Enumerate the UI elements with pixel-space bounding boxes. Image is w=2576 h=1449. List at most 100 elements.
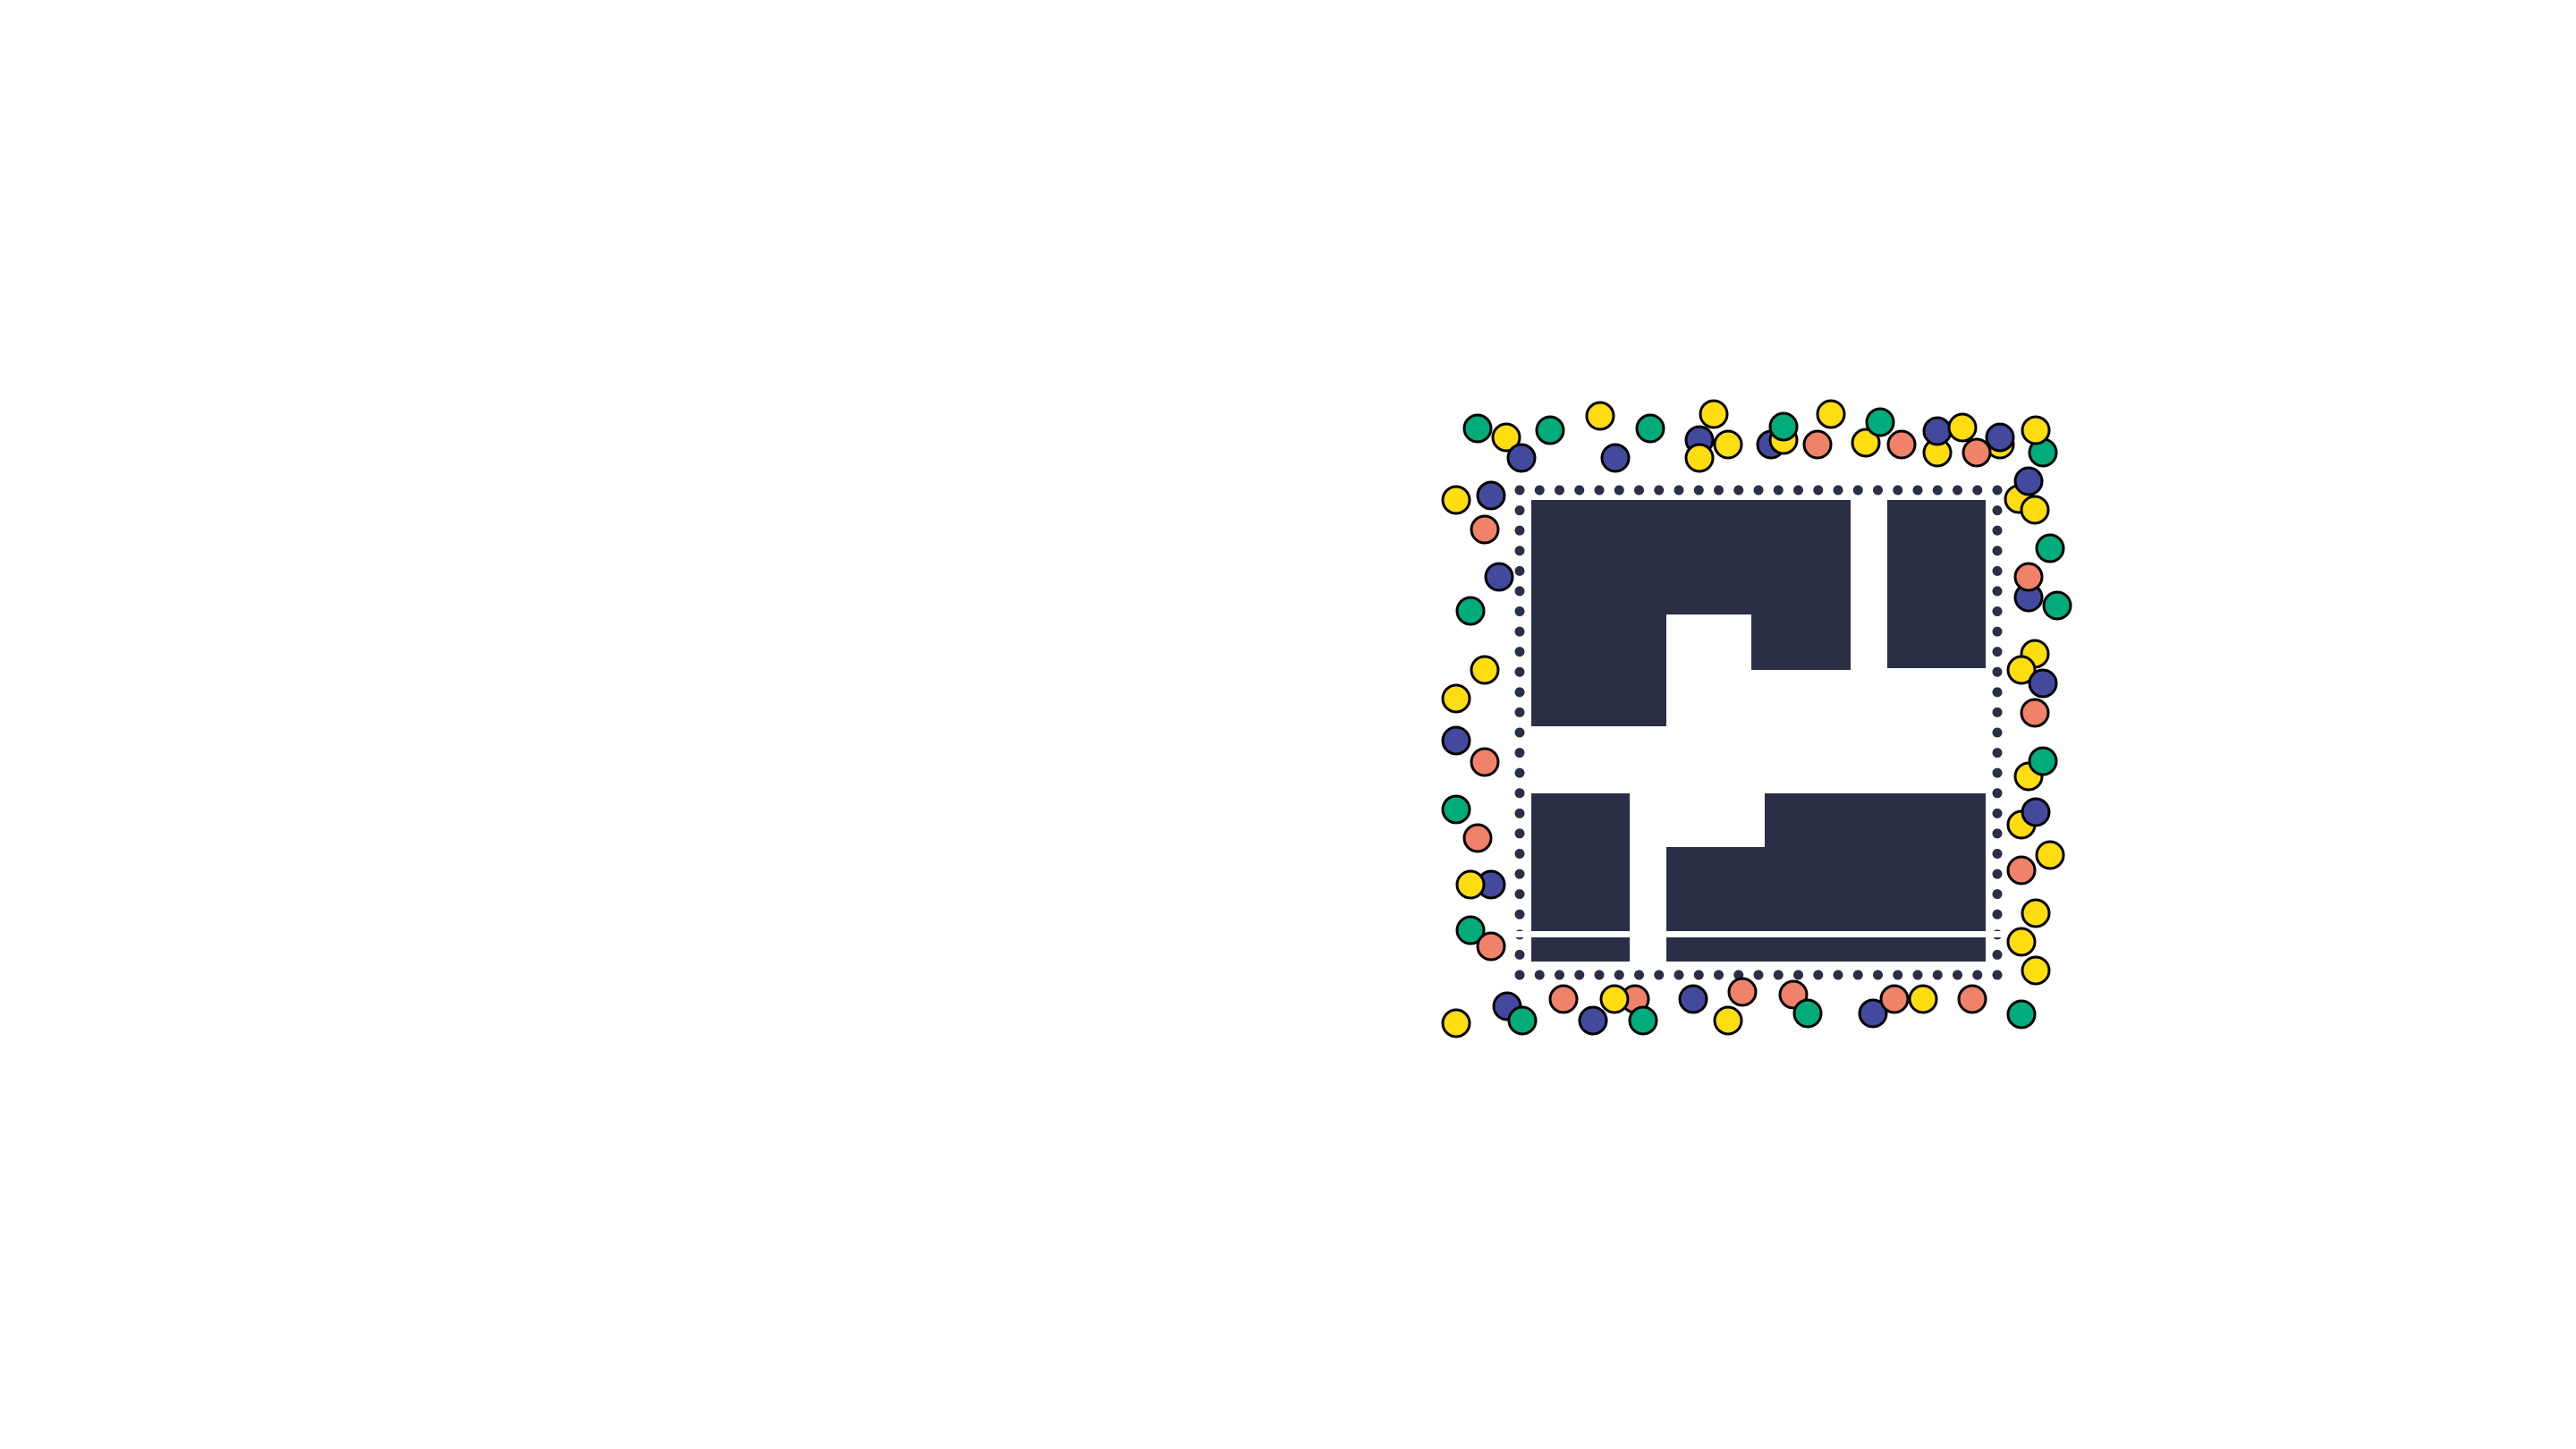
person-dot-blue <box>1922 416 1953 446</box>
border-dot <box>1873 970 1883 980</box>
border-dot <box>1514 647 1525 657</box>
border-dot <box>1594 970 1605 980</box>
person-dot-yellow <box>1441 683 1471 714</box>
person-dot-yellow <box>1816 399 1846 429</box>
border-dot <box>1992 546 2003 556</box>
border-dot <box>1693 485 1704 496</box>
border-dot <box>1992 606 2003 616</box>
border-dot <box>1514 748 1525 758</box>
border-dot <box>1514 767 1525 778</box>
border-dot <box>1514 546 1525 556</box>
person-dot-yellow <box>2020 495 2050 525</box>
border-dot <box>1833 485 1843 496</box>
border-dot <box>1634 485 1644 496</box>
border-dot <box>1514 565 1525 576</box>
block-bottom-right <box>1666 793 1986 962</box>
person-dot-salmon <box>1962 437 1992 468</box>
person-dot-yellow <box>1713 1005 1743 1036</box>
person-dot-green <box>1455 596 1486 626</box>
person-dot-green <box>1865 407 1895 437</box>
border-dot <box>1992 849 2003 859</box>
border-dot <box>1992 505 2003 516</box>
border-dot <box>1514 849 1525 859</box>
border-dot <box>1674 485 1684 496</box>
person-dot-green <box>1535 415 1565 445</box>
person-dot-yellow <box>2035 840 2065 870</box>
border-dot <box>1514 970 1525 980</box>
person-dot-green <box>1462 413 1493 444</box>
border-dot <box>1514 485 1525 496</box>
border-dot <box>1753 485 1764 496</box>
border-dot <box>1693 970 1704 980</box>
border-dot <box>1992 666 2003 677</box>
border-dot <box>1992 525 2003 536</box>
border-dot <box>1992 727 2003 738</box>
border-dot <box>1992 767 2003 778</box>
border-dot <box>1992 808 2003 818</box>
person-dot-green <box>1768 411 1799 442</box>
person-dot-salmon <box>1957 984 1987 1014</box>
border-dot <box>1634 970 1644 980</box>
person-dot-salmon <box>1548 984 1579 1014</box>
border-dot <box>1514 808 1525 818</box>
border-dot <box>1893 970 1903 980</box>
horizontal-gap-line <box>1457 931 2038 937</box>
border-dot <box>1514 505 1525 516</box>
border-dot <box>1773 485 1784 496</box>
person-dot-yellow <box>1947 412 1978 443</box>
border-dot <box>1714 485 1724 496</box>
block-top-left <box>1531 500 1851 726</box>
border-dot <box>1574 970 1585 980</box>
border-dot <box>1992 748 2003 758</box>
person-dot-blue <box>1985 422 2015 453</box>
person-dot-yellow <box>1470 655 1500 685</box>
person-dot-green <box>2042 590 2072 621</box>
border-dot <box>1992 949 2003 960</box>
border-dot <box>1912 970 1923 980</box>
border-dot <box>1514 707 1525 717</box>
person-dot-green <box>1792 998 1823 1029</box>
person-dot-yellow <box>2006 655 2037 685</box>
border-dot <box>1912 485 1923 496</box>
person-dot-green <box>1628 1005 1658 1036</box>
border-dot <box>1714 970 1724 980</box>
border-dot <box>1514 727 1525 738</box>
border-dot <box>1514 525 1525 536</box>
border-dot <box>1852 485 1863 496</box>
border-dot <box>1514 626 1525 637</box>
person-dot-yellow <box>1908 984 1938 1014</box>
person-dot-blue <box>1858 998 1888 1029</box>
border-dot <box>1514 909 1525 919</box>
building-blocks <box>1457 500 2038 962</box>
border-dot <box>1514 666 1525 677</box>
person-dot-salmon <box>1462 823 1493 853</box>
border-dot <box>1514 828 1525 839</box>
person-dot-salmon <box>1886 429 1917 460</box>
border-dot <box>1555 485 1564 496</box>
border-dot <box>1813 485 1824 496</box>
border-dot <box>1972 485 1983 496</box>
person-dot-green <box>1441 794 1471 825</box>
border-dot <box>1992 485 2003 496</box>
border-dot <box>1514 949 1525 960</box>
person-dot-blue <box>1506 443 1537 473</box>
border-dot <box>1873 485 1883 496</box>
person-dot-salmon <box>2020 698 2050 728</box>
border-dot <box>1574 485 1585 496</box>
person-dot-yellow <box>1455 869 1486 900</box>
border-dot <box>1614 970 1624 980</box>
border-dot <box>1833 970 1843 980</box>
border-dot <box>1654 485 1665 496</box>
border-dot <box>1594 485 1605 496</box>
person-dot-blue <box>2013 466 2044 496</box>
border-dot <box>1514 889 1525 900</box>
border-dot <box>1773 970 1784 980</box>
border-dot <box>1992 565 2003 576</box>
border-dot <box>1534 970 1545 980</box>
person-dot-blue <box>1441 725 1471 756</box>
border-dot <box>1514 586 1525 597</box>
border-dot <box>1992 889 2003 900</box>
block-top-right <box>1887 500 1986 668</box>
border-dot <box>1654 970 1665 980</box>
person-dot-green <box>1507 1005 1538 1036</box>
